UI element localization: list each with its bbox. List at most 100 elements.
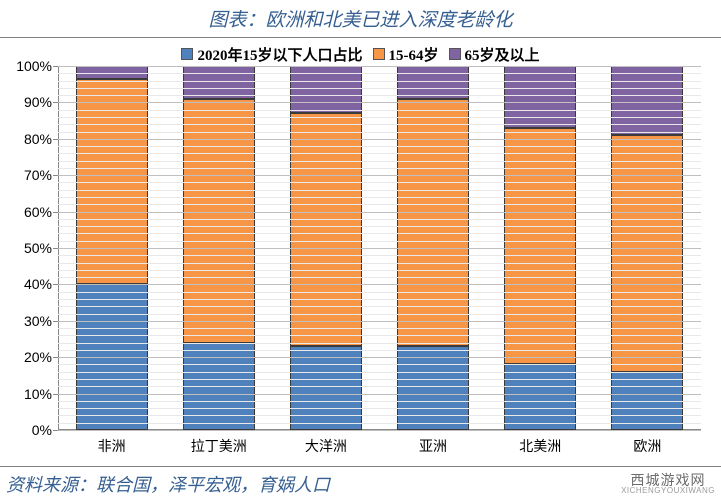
legend: 2020年15岁以下人口占比 15-64岁 65岁及以上 — [0, 38, 721, 66]
bar-segment-under15 — [397, 346, 469, 430]
legend-item: 15-64岁 — [373, 44, 439, 65]
grid-major — [58, 321, 701, 322]
grid-major — [58, 284, 701, 285]
grid-minor — [58, 255, 701, 256]
grid-minor — [58, 241, 701, 242]
grid-minor — [58, 153, 701, 154]
y-tick-label: 100% — [16, 58, 52, 74]
grid-minor — [58, 335, 701, 336]
watermark-bottom: XICHENGYOUXIWANG — [621, 487, 715, 495]
legend-label: 65岁及以上 — [465, 44, 540, 65]
y-tick-mark — [53, 394, 58, 395]
x-tick-label: 非洲 — [76, 436, 148, 456]
bar-segment-age15_64 — [397, 99, 469, 347]
source-text: 资料来源：联合国，泽平宏观，育娲人口 — [6, 471, 330, 497]
chart-title: 图表：欧洲和北美已进入深度老龄化 — [208, 5, 512, 32]
legend-swatch — [449, 48, 461, 60]
grid-minor — [58, 306, 701, 307]
bar-segment-under15 — [290, 346, 362, 430]
grid-minor — [58, 277, 701, 278]
grid-major — [58, 175, 701, 176]
grid-minor — [58, 95, 701, 96]
grid-minor — [58, 314, 701, 315]
x-tick-label: 大洋洲 — [290, 436, 362, 456]
grid-minor — [58, 132, 701, 133]
grid-minor — [58, 204, 701, 205]
grid-minor — [58, 124, 701, 125]
grid-minor — [58, 423, 701, 424]
grid-minor — [58, 117, 701, 118]
plot-area: 0%10%20%30%40%50%60%70%80%90%100% — [58, 66, 701, 430]
grid-minor — [58, 408, 701, 409]
y-tick-label: 80% — [24, 131, 52, 147]
bar-segment-under15 — [504, 364, 576, 430]
y-tick-mark — [53, 66, 58, 67]
grid-minor — [58, 343, 701, 344]
x-tick-label: 拉丁美洲 — [183, 436, 255, 456]
grid-minor — [58, 386, 701, 387]
grid-minor — [58, 263, 701, 264]
y-tick-mark — [53, 284, 58, 285]
y-tick-mark — [53, 430, 58, 431]
y-tick-label: 40% — [24, 276, 52, 292]
y-tick-mark — [53, 357, 58, 358]
grid-minor — [58, 401, 701, 402]
grid-minor — [58, 73, 701, 74]
grid-major — [58, 394, 701, 395]
grid-minor — [58, 233, 701, 234]
bar-segment-age65plus — [183, 66, 255, 99]
grid-minor — [58, 372, 701, 373]
y-tick-label: 0% — [32, 422, 52, 438]
grid-minor — [58, 379, 701, 380]
grid-major — [58, 248, 701, 249]
y-tick-mark — [53, 139, 58, 140]
legend-swatch — [181, 48, 193, 60]
grid-major — [58, 212, 701, 213]
y-tick-mark — [53, 248, 58, 249]
y-tick-label: 20% — [24, 349, 52, 365]
grid-major — [58, 430, 701, 431]
chart-title-bar: 图表：欧洲和北美已进入深度老龄化 — [0, 0, 721, 38]
grid-minor — [58, 219, 701, 220]
grid-major — [58, 139, 701, 140]
grid-minor — [58, 299, 701, 300]
y-tick-label: 50% — [24, 240, 52, 256]
legend-label: 2020年15岁以下人口占比 — [197, 44, 362, 65]
grid-minor — [58, 168, 701, 169]
grid-minor — [58, 364, 701, 365]
y-tick-mark — [53, 175, 58, 176]
grid-minor — [58, 146, 701, 147]
y-tick-label: 60% — [24, 204, 52, 220]
x-tick-label: 欧洲 — [611, 436, 683, 456]
legend-item: 2020年15岁以下人口占比 — [181, 44, 362, 65]
grid-minor — [58, 270, 701, 271]
grid-minor — [58, 190, 701, 191]
grid-minor — [58, 161, 701, 162]
y-tick-label: 10% — [24, 386, 52, 402]
grid-major — [58, 66, 701, 67]
x-axis: 非洲 拉丁美洲 大洋洲 亚洲 北美洲 欧洲 — [58, 430, 701, 466]
x-tick-label: 北美洲 — [504, 436, 576, 456]
grid-minor — [58, 197, 701, 198]
chart-root: 图表：欧洲和北美已进入深度老龄化 2020年15岁以下人口占比 15-64岁 65岁… — [0, 0, 721, 500]
x-tick-label: 亚洲 — [397, 436, 469, 456]
grid-minor — [58, 350, 701, 351]
y-tick-label: 70% — [24, 167, 52, 183]
watermark-top: 西城游戏网 — [631, 473, 706, 487]
y-tick-label: 90% — [24, 94, 52, 110]
grid-minor — [58, 415, 701, 416]
legend-item: 65岁及以上 — [449, 44, 540, 65]
grid-minor — [58, 328, 701, 329]
watermark: 西城游戏网 XICHENGYOUXIWANG — [621, 473, 715, 495]
grid-major — [58, 357, 701, 358]
y-tick-mark — [53, 212, 58, 213]
y-tick-mark — [53, 321, 58, 322]
grid-minor — [58, 81, 701, 82]
grid-minor — [58, 292, 701, 293]
bar-segment-age15_64 — [290, 113, 362, 346]
legend-label: 15-64岁 — [389, 44, 439, 65]
legend-swatch — [373, 48, 385, 60]
footer: 资料来源：联合国，泽平宏观，育娲人口 西城游戏网 XICHENGYOUXIWAN… — [0, 466, 721, 500]
grid-minor — [58, 182, 701, 183]
grid-minor — [58, 88, 701, 89]
